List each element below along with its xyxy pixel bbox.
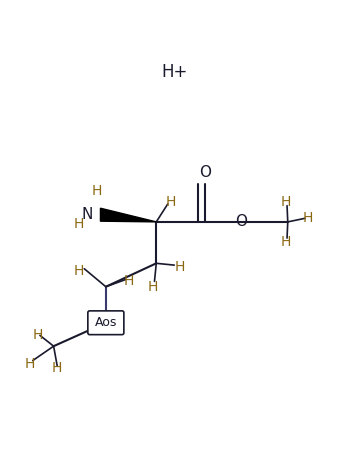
Text: H: H [166,195,176,209]
Text: H: H [74,264,84,278]
Text: H+: H+ [161,63,187,82]
Text: O: O [235,214,247,229]
Text: H: H [147,280,158,294]
Text: H: H [32,328,42,342]
Text: H: H [124,274,134,288]
Text: O: O [199,166,211,181]
Text: H: H [74,217,84,231]
Text: H: H [281,234,291,249]
Text: H: H [175,260,185,274]
Text: H: H [25,357,36,371]
Text: H: H [302,212,313,225]
Text: Aos: Aos [95,316,117,329]
Polygon shape [101,208,156,222]
Text: H: H [92,184,102,198]
Text: H: H [281,195,291,209]
Text: N: N [82,207,93,222]
FancyBboxPatch shape [88,311,124,335]
Text: H: H [52,361,62,375]
